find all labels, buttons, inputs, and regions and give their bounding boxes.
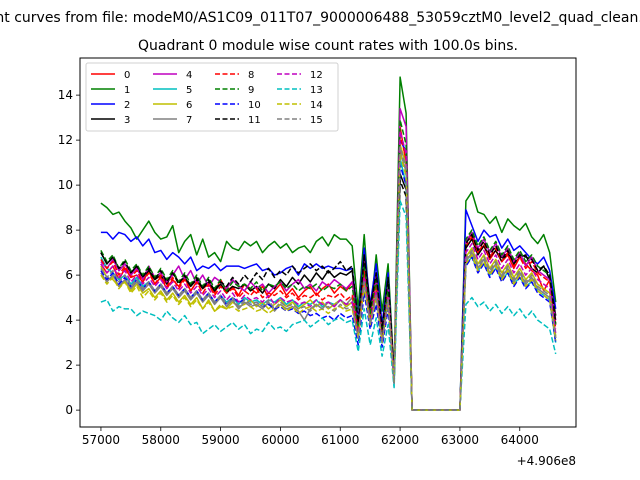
series-line-11 — [100, 179, 557, 411]
series-line-2 — [100, 139, 557, 411]
legend-label-12: 12 — [310, 70, 323, 81]
legend-label-14: 14 — [310, 100, 323, 111]
series-line-6 — [100, 143, 557, 411]
y-axis: 0 2 4 6 8 10 12 14 — [58, 88, 80, 417]
legend-label-2: 2 — [124, 100, 130, 111]
legend-label-8: 8 — [248, 70, 254, 81]
legend-label-9: 9 — [248, 85, 254, 96]
legend-label-0: 0 — [124, 70, 130, 81]
legend-label-3: 3 — [124, 115, 130, 126]
plot-frame — [79, 57, 577, 428]
x-tick-label: 58000 — [142, 433, 180, 447]
y-tick-label: 10 — [58, 178, 73, 192]
series-line-1 — [100, 76, 557, 411]
legend-label-7: 7 — [186, 115, 192, 126]
series-line-13 — [100, 200, 557, 411]
series-line-12 — [100, 130, 557, 411]
legend-label-13: 13 — [310, 85, 323, 96]
legend-label-4: 4 — [186, 70, 192, 81]
legend-label-11: 11 — [248, 115, 261, 126]
legend-label-5: 5 — [186, 85, 192, 96]
legend-box — [85, 62, 339, 132]
x-offset-label: +4.906e8 — [517, 454, 576, 468]
x-tick-label: 63000 — [441, 433, 479, 447]
x-tick-label: 64000 — [501, 433, 539, 447]
y-tick-label: 0 — [65, 403, 73, 417]
series-line-14 — [100, 152, 557, 411]
legend-label-15: 15 — [310, 115, 323, 126]
y-tick-label: 12 — [58, 133, 73, 147]
y-tick-label: 14 — [58, 88, 73, 102]
y-tick-label: 6 — [65, 268, 73, 282]
y-tick-label: 8 — [65, 223, 73, 237]
figure-suptitle: Light curves from file: modeM0/AS1C09_01… — [0, 10, 640, 26]
legend-label-6: 6 — [186, 100, 192, 111]
x-axis: 57000 58000 59000 60000 61000 62000 63000 64000 — [82, 427, 539, 447]
y-tick-label: 2 — [65, 358, 73, 372]
y-tick-label: 4 — [65, 313, 73, 327]
x-tick-label: 62000 — [381, 433, 419, 447]
chart-title: Quadrant 0 module wise count rates with … — [138, 38, 518, 54]
x-tick-label: 60000 — [261, 433, 299, 447]
x-tick-label: 57000 — [82, 433, 120, 447]
series-line-15 — [100, 146, 557, 411]
x-tick-label: 61000 — [321, 433, 359, 447]
series-line-8 — [100, 134, 557, 411]
x-tick-label: 59000 — [202, 433, 240, 447]
series-line-4 — [100, 107, 557, 411]
series-layer — [100, 76, 557, 411]
legend-label-10: 10 — [248, 100, 261, 111]
series-line-9 — [100, 119, 557, 411]
legend-label-1: 1 — [124, 85, 130, 96]
